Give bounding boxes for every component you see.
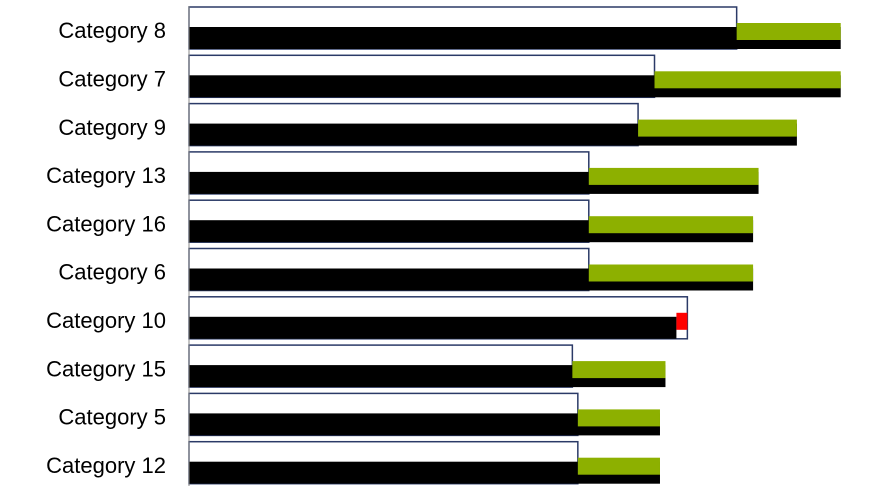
category-label: Category 6 [58, 260, 166, 285]
category-label: Category 9 [58, 115, 166, 140]
current-bar [189, 461, 660, 484]
category-label: Category 7 [58, 66, 166, 91]
current-bar [189, 316, 677, 339]
increase-bar [588, 167, 759, 185]
category-label: Category 16 [46, 211, 166, 236]
category-label: Category 8 [58, 18, 166, 43]
increase-bar [577, 457, 660, 475]
increase-bar [638, 119, 797, 137]
increase-bar [588, 264, 754, 282]
category-label: Category 12 [46, 453, 166, 478]
bars [188, 6, 841, 485]
decrease-bar [676, 312, 688, 330]
increase-bar [588, 216, 754, 234]
increase-bar [572, 361, 666, 379]
current-bar [189, 413, 660, 436]
increase-bar [654, 71, 841, 89]
category-labels: Category 8 Category 7 Category 9 Category 1… [46, 18, 166, 478]
increase-bar [577, 409, 660, 427]
category-label: Category 5 [58, 405, 166, 430]
category-label: Category 13 [46, 163, 166, 188]
increase-bar [736, 23, 841, 40]
category-label: Category 10 [46, 308, 166, 333]
category-label: Category 15 [46, 356, 166, 381]
current-bar [189, 365, 666, 388]
current-bar [189, 27, 841, 49]
